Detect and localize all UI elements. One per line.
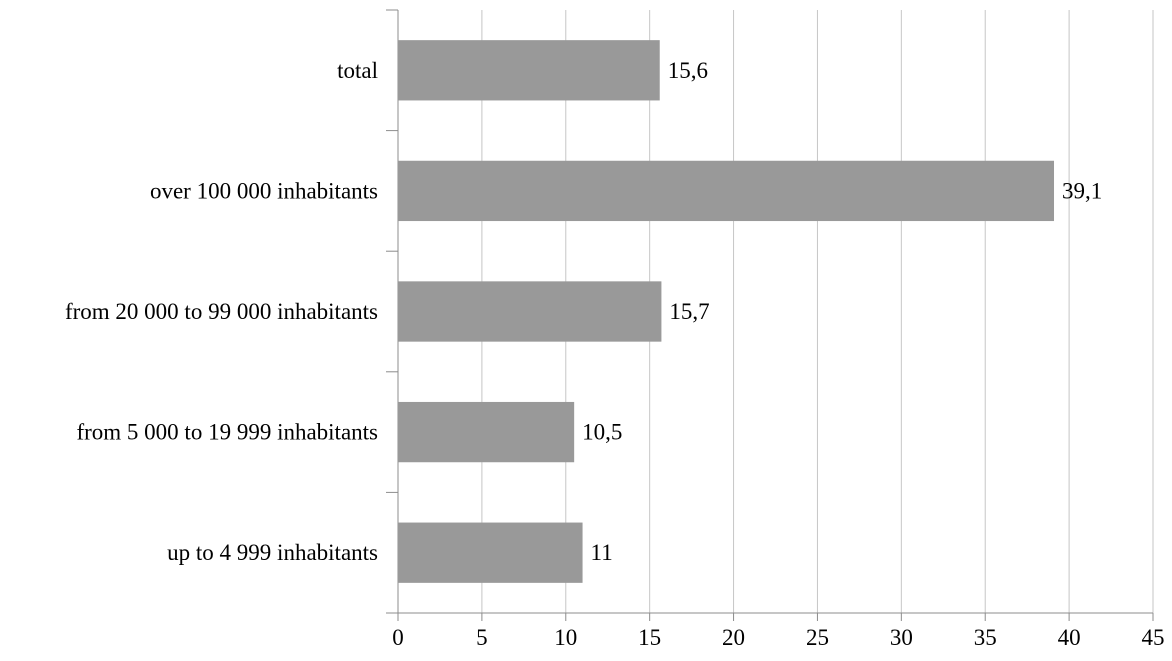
x-tick-label: 40 [1058, 625, 1081, 650]
x-tick-label: 35 [974, 625, 997, 650]
category-labels: total over 100 000 inhabitants from 20 000… [65, 58, 378, 565]
x-tick-label: 25 [806, 625, 829, 650]
bars [398, 40, 1055, 583]
category-label: over 100 000 inhabitants [150, 178, 378, 203]
category-label: from 20 000 to 99 000 inhabitants [65, 299, 378, 324]
bar-4 [398, 522, 583, 583]
x-tick-label: 0 [392, 625, 404, 650]
x-tick-label: 15 [638, 625, 661, 650]
data-label: 10,5 [582, 420, 622, 445]
bar-2 [398, 281, 662, 342]
category-label: up to 4 999 inhabitants [167, 540, 378, 565]
x-tick-labels: 0 5 10 15 20 25 30 35 40 45 [392, 625, 1164, 650]
category-label: from 5 000 to 19 999 inhabitants [76, 420, 378, 445]
data-label: 39,1 [1062, 178, 1102, 203]
data-label: 15,7 [669, 299, 709, 324]
category-label: total [337, 58, 378, 83]
bar-1 [398, 160, 1055, 222]
data-label: 11 [591, 540, 613, 565]
bar-0 [398, 40, 660, 101]
x-tick-label: 45 [1142, 625, 1165, 650]
gridlines [481, 10, 1154, 613]
data-label: 15,6 [668, 58, 708, 83]
x-tick-label: 10 [554, 625, 577, 650]
x-tick-label: 20 [722, 625, 745, 650]
bar-3 [398, 401, 575, 463]
data-labels: 15,6 39,1 15,7 10,5 11 [582, 58, 1102, 565]
x-tick-label: 5 [476, 625, 488, 650]
x-tick-label: 30 [890, 625, 913, 650]
